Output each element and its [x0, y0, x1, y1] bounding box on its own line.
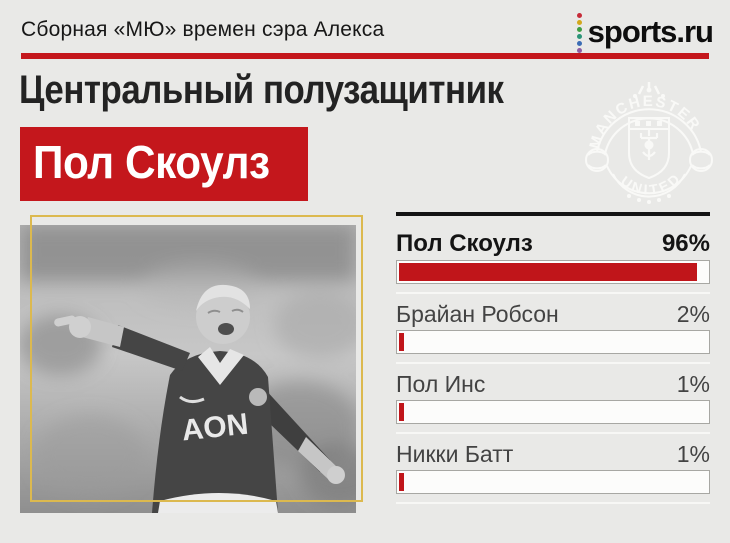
poll-list: Пол Скоулз 96% Брайан Робсон 2% Пол Инс 1% Ник…: [396, 232, 710, 504]
sports-ru-logo[interactable]: sports.ru: [576, 11, 714, 53]
position-title: Центральный полузащитник: [19, 68, 504, 112]
poll-row-name: Никки Батт: [396, 441, 514, 467]
poll-row-percent: 96%: [661, 230, 710, 257]
poll-row-bar-fill: [399, 473, 404, 491]
page-kicker: Сборная «МЮ» времен сэра Алекса: [21, 18, 385, 41]
poll-row-bar-track: [396, 330, 710, 354]
poll-row-percent: 1%: [676, 441, 710, 467]
logo-dot: [576, 41, 582, 46]
crest-top-text: MANCHESTER: [586, 93, 702, 151]
poll-row-name: Пол Инс: [396, 371, 486, 397]
sports-ru-dots-icon: [576, 11, 582, 53]
poll-top-rule: [396, 212, 710, 216]
poll-row-bar-track: [396, 260, 710, 284]
poll-row-bar-track: [396, 470, 710, 494]
poll-row-name: Пол Скоулз: [396, 230, 533, 257]
poll-row-separator: [396, 502, 710, 504]
logo-dot: [576, 27, 582, 32]
poll-row-bar-track: [396, 400, 710, 424]
player-photo: AON: [20, 225, 356, 513]
logo-dot: [576, 13, 582, 18]
player-name: Пол Скоулз: [33, 136, 270, 188]
logo-dot: [576, 48, 582, 53]
shirt-sponsor-text: AON: [180, 408, 250, 448]
poll-row: Пол Инс 1%: [396, 372, 710, 434]
poll-row: Пол Скоулз 96%: [396, 232, 710, 294]
poll-row-name: Брайан Робсон: [396, 301, 559, 327]
svg-text:UNITED: UNITED: [618, 169, 685, 198]
crest-bottom-text: UNITED: [618, 169, 682, 198]
manchester-united-crest-icon: MANCHESTER UNITED: [585, 82, 713, 204]
sports-ru-wordmark: sports.ru: [587, 14, 714, 49]
poll-row-bar-fill: [399, 333, 404, 351]
poll-row: Никки Батт 1%: [396, 442, 710, 504]
poll-row-bar-fill: [399, 403, 404, 421]
poll-row-percent: 2%: [676, 301, 710, 327]
poll-row-separator: [396, 292, 710, 294]
player-name-badge: Пол Скоулз: [20, 127, 309, 201]
poll-results: Пол Скоулз 96% Брайан Робсон 2% Пол Инс 1% Ник…: [396, 212, 710, 512]
poll-row-separator: [396, 432, 710, 434]
logo-dot: [576, 20, 582, 25]
poll-row-bar-fill: [399, 263, 697, 281]
logo-dot: [576, 34, 582, 39]
header-divider: [21, 53, 709, 59]
poll-row-percent: 1%: [676, 371, 710, 397]
svg-text:MANCHESTER: MANCHESTER: [586, 93, 704, 151]
poll-row-separator: [396, 362, 710, 364]
poll-row: Брайан Робсон 2%: [396, 302, 710, 364]
